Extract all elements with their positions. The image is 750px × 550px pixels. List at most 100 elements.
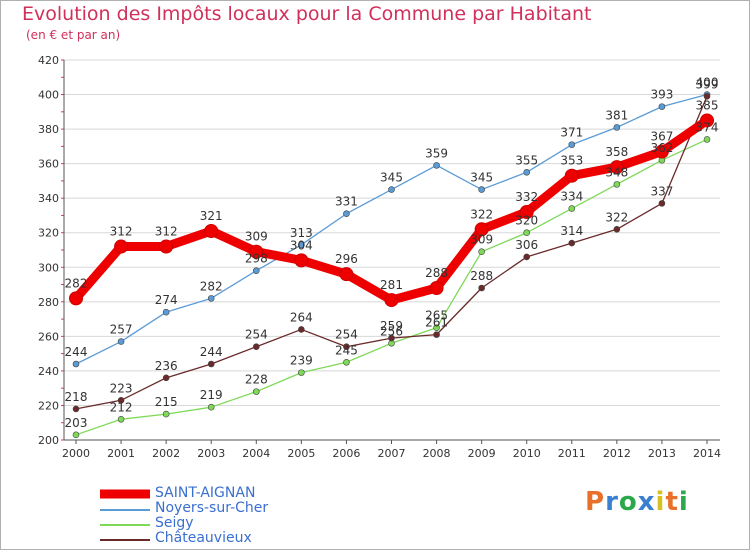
data-label: 261 bbox=[425, 316, 448, 330]
data-label: 282 bbox=[200, 279, 223, 293]
data-label: 309 bbox=[245, 230, 268, 244]
data-point bbox=[568, 205, 576, 212]
data-label: 314 bbox=[560, 224, 583, 238]
data-label: 385 bbox=[696, 98, 719, 112]
data-point bbox=[388, 334, 395, 342]
data-label: 345 bbox=[470, 171, 493, 185]
y-tick-label: 280 bbox=[38, 296, 59, 309]
data-point bbox=[343, 210, 350, 218]
chart-subtitle: (en € et par an) bbox=[26, 28, 121, 42]
data-point bbox=[162, 374, 170, 382]
data-label: 288 bbox=[425, 266, 448, 280]
data-point bbox=[658, 200, 666, 207]
data-point bbox=[252, 267, 260, 275]
data-label: 215 bbox=[155, 395, 178, 409]
x-tick-label: 2009 bbox=[468, 447, 496, 460]
data-point bbox=[207, 360, 215, 368]
legend-swatch-seigy bbox=[100, 524, 150, 526]
data-label: 219 bbox=[200, 388, 223, 402]
y-tick-label: 260 bbox=[38, 330, 59, 343]
data-label: 257 bbox=[110, 323, 133, 337]
data-point bbox=[523, 229, 531, 237]
x-tick-label: 2005 bbox=[287, 447, 315, 460]
data-point bbox=[339, 267, 354, 282]
data-point bbox=[294, 253, 309, 268]
data-point bbox=[700, 113, 714, 128]
x-tick-label: 2013 bbox=[648, 447, 676, 460]
data-point bbox=[159, 239, 174, 254]
y-tick-label: 320 bbox=[38, 227, 59, 240]
x-tick-label: 2007 bbox=[378, 447, 406, 460]
logo-letter: P bbox=[585, 487, 606, 517]
data-point bbox=[69, 291, 83, 306]
data-label: 353 bbox=[560, 154, 583, 168]
data-point bbox=[429, 281, 444, 295]
x-tick-label: 2011 bbox=[558, 447, 586, 460]
x-tick-label: 2003 bbox=[197, 447, 225, 460]
data-label: 313 bbox=[290, 226, 313, 240]
logo-letter: t bbox=[665, 487, 679, 517]
data-label: 367 bbox=[650, 130, 673, 144]
data-point bbox=[162, 308, 170, 316]
data-label: 359 bbox=[425, 146, 448, 160]
y-tick-label: 240 bbox=[38, 365, 59, 378]
data-point bbox=[658, 103, 666, 110]
x-tick-label: 2014 bbox=[693, 447, 721, 460]
data-point bbox=[162, 410, 170, 418]
data-point bbox=[72, 360, 80, 368]
data-label: 332 bbox=[515, 190, 538, 204]
logo-letter: x bbox=[637, 487, 656, 517]
legend-swatch-chateauvieux bbox=[100, 539, 150, 541]
data-point bbox=[252, 388, 260, 395]
data-label: 381 bbox=[605, 108, 628, 122]
data-label: 312 bbox=[110, 225, 133, 239]
data-point bbox=[478, 248, 485, 256]
data-label: 320 bbox=[515, 214, 538, 228]
data-point bbox=[478, 186, 485, 193]
y-tick-label: 380 bbox=[38, 123, 59, 136]
data-label: 400 bbox=[696, 76, 719, 90]
data-point bbox=[523, 253, 531, 261]
data-label: 254 bbox=[335, 328, 358, 342]
data-point bbox=[703, 136, 711, 143]
data-label: 264 bbox=[290, 310, 313, 324]
data-label: 374 bbox=[696, 120, 719, 134]
data-label: 236 bbox=[155, 359, 178, 373]
data-point bbox=[433, 162, 440, 169]
logo-letter: o bbox=[618, 487, 638, 517]
data-point bbox=[388, 186, 395, 193]
data-label: 256 bbox=[380, 324, 403, 338]
data-label: 244 bbox=[200, 345, 223, 359]
data-label: 203 bbox=[65, 416, 88, 430]
plot-area bbox=[64, 60, 720, 440]
x-tick-label: 2002 bbox=[152, 447, 180, 460]
y-tick-label: 340 bbox=[38, 192, 59, 205]
legend-label: Seigy bbox=[155, 515, 194, 531]
y-tick-label: 420 bbox=[38, 54, 59, 67]
legend-swatch-noyers bbox=[100, 509, 150, 511]
x-tick-label: 2004 bbox=[242, 447, 270, 460]
data-point bbox=[117, 338, 125, 345]
data-label: 254 bbox=[245, 328, 268, 342]
data-point bbox=[249, 244, 264, 259]
data-point bbox=[609, 160, 624, 175]
data-point bbox=[613, 124, 621, 131]
x-tick-label: 2000 bbox=[62, 447, 90, 460]
logo-letter: i bbox=[655, 487, 666, 517]
data-point bbox=[613, 181, 621, 188]
y-tick-label: 200 bbox=[38, 434, 59, 447]
logo-letter: r bbox=[605, 487, 619, 517]
data-label: 322 bbox=[605, 210, 628, 224]
data-label: 282 bbox=[65, 276, 88, 290]
data-point bbox=[343, 358, 350, 366]
data-label: 362 bbox=[650, 141, 673, 155]
data-label: 312 bbox=[155, 225, 178, 239]
data-point bbox=[703, 92, 711, 100]
data-label: 345 bbox=[380, 171, 403, 185]
data-label: 355 bbox=[515, 153, 538, 167]
data-point bbox=[433, 324, 440, 332]
data-point bbox=[478, 284, 485, 292]
data-point bbox=[343, 343, 350, 351]
data-point bbox=[564, 168, 579, 183]
data-point bbox=[568, 141, 576, 148]
